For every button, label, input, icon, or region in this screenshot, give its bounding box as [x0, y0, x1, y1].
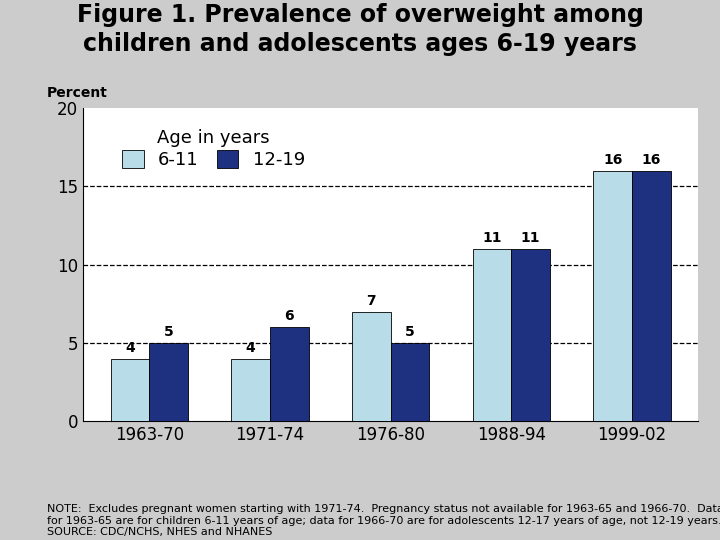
Bar	[231, 359, 270, 421]
Bar	[593, 171, 632, 421]
Text: 4: 4	[246, 341, 256, 355]
Text: 16: 16	[603, 153, 622, 167]
Text: NOTE:  Excludes pregnant women starting with 1971-74.  Pregnancy status not avai: NOTE: Excludes pregnant women starting w…	[47, 504, 720, 537]
Text: 6: 6	[284, 309, 294, 323]
Bar	[270, 327, 309, 421]
Bar	[473, 249, 511, 421]
Legend: 6-11, 12-19: 6-11, 12-19	[117, 123, 310, 174]
Text: 5: 5	[405, 325, 415, 339]
Text: 4: 4	[125, 341, 135, 355]
Bar	[511, 249, 550, 421]
Bar	[632, 171, 670, 421]
Bar	[149, 343, 188, 421]
Text: Figure 1. Prevalence of overweight among
children and adolescents ages 6-19 year: Figure 1. Prevalence of overweight among…	[76, 3, 644, 56]
Text: 11: 11	[482, 231, 502, 245]
Text: 16: 16	[642, 153, 661, 167]
Bar	[352, 312, 391, 421]
Bar	[111, 359, 149, 421]
Text: 7: 7	[366, 294, 376, 308]
Text: Percent: Percent	[47, 86, 108, 100]
Bar	[391, 343, 429, 421]
Text: 5: 5	[163, 325, 174, 339]
Text: 11: 11	[521, 231, 541, 245]
